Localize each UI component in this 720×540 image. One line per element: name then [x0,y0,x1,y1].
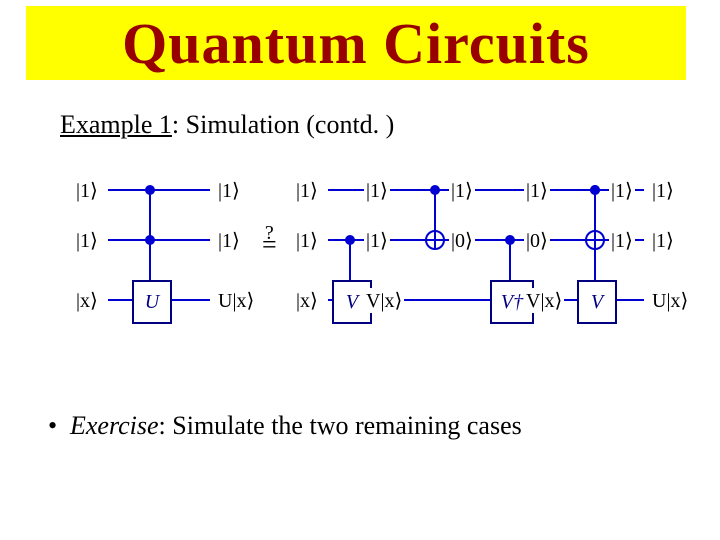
bullet-icon: • [48,410,57,443]
subtitle: Example 1: Simulation (contd. ) [60,110,394,140]
right-out-0: |1⟩ [650,178,676,203]
right-mid-2-0: |1⟩ [524,178,550,203]
right-out-1: |1⟩ [650,228,676,253]
subtitle-label: Example 1 [60,110,172,139]
left-in-2: |x⟩ [74,288,100,313]
left-in-0: |1⟩ [74,178,100,203]
right-mid-1-0: |1⟩ [449,178,475,203]
exercise-text: • Exercise: Simulate the two remaining c… [70,410,630,443]
right-mid-3-1: |1⟩ [609,228,635,253]
right-mid-2-2: V|x⟩ [524,288,564,313]
gate-U: U [132,280,172,324]
title-bar: Quantum Circuits [26,6,686,80]
right-mid-2-1: |0⟩ [524,228,550,253]
right-mid-0-0: |1⟩ [364,178,390,203]
circuit-diagram: |1⟩|1⟩|1⟩|1⟩|x⟩U|x⟩U?=VV†V|1⟩|1⟩|x⟩|1⟩|1… [40,170,680,370]
right-mid-0-1: |1⟩ [364,228,390,253]
right-mid-1-1: |0⟩ [449,228,475,253]
equals-symbol: ?= [262,226,277,254]
right-in-1: |1⟩ [294,228,320,253]
right-mid-0-2: V|x⟩ [364,288,404,313]
left-out-0: |1⟩ [216,178,242,203]
left-out-1: |1⟩ [216,228,242,253]
right-mid-3-0: |1⟩ [609,178,635,203]
gate-V: V [577,280,617,324]
exercise-rest: : Simulate the two remaining cases [159,411,522,440]
right-in-2: |x⟩ [294,288,320,313]
page-title: Quantum Circuits [122,10,590,77]
right-in-0: |1⟩ [294,178,320,203]
slide: Quantum Circuits Example 1: Simulation (… [0,0,720,540]
subtitle-rest: : Simulation (contd. ) [172,110,394,139]
left-out-2: U|x⟩ [216,288,256,313]
right-out-2: U|x⟩ [650,288,690,313]
left-in-1: |1⟩ [74,228,100,253]
exercise-label: Exercise [70,411,159,440]
